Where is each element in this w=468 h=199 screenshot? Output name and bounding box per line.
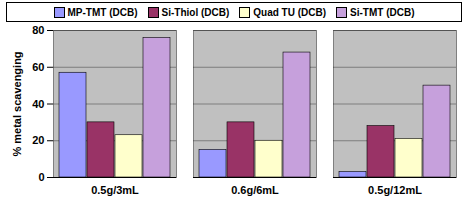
html-text:Si-TMT (DCB): Si-TMT (DCB) <box>350 6 415 18</box>
svg-text:40: 40 <box>32 98 44 110</box>
html-text:Si-Thiol (DCB): Si-Thiol (DCB) <box>161 6 230 18</box>
svg-text:0.5g/12mL: 0.5g/12mL <box>368 184 422 196</box>
svg-text:80: 80 <box>32 24 44 36</box>
svg-text:% metal scavenging: % metal scavenging <box>11 51 23 156</box>
svg-text:60: 60 <box>32 61 44 73</box>
svg-text:0.5g/3mL: 0.5g/3mL <box>91 184 139 196</box>
svg-text:0: 0 <box>38 171 44 183</box>
svg-text:20: 20 <box>32 134 44 146</box>
html-text:MP-TMT (DCB): MP-TMT (DCB) <box>67 6 138 18</box>
html-text:Quad TU (DCB): Quad TU (DCB) <box>253 6 326 18</box>
svg-text:0.6g/6mL: 0.6g/6mL <box>231 184 279 196</box>
